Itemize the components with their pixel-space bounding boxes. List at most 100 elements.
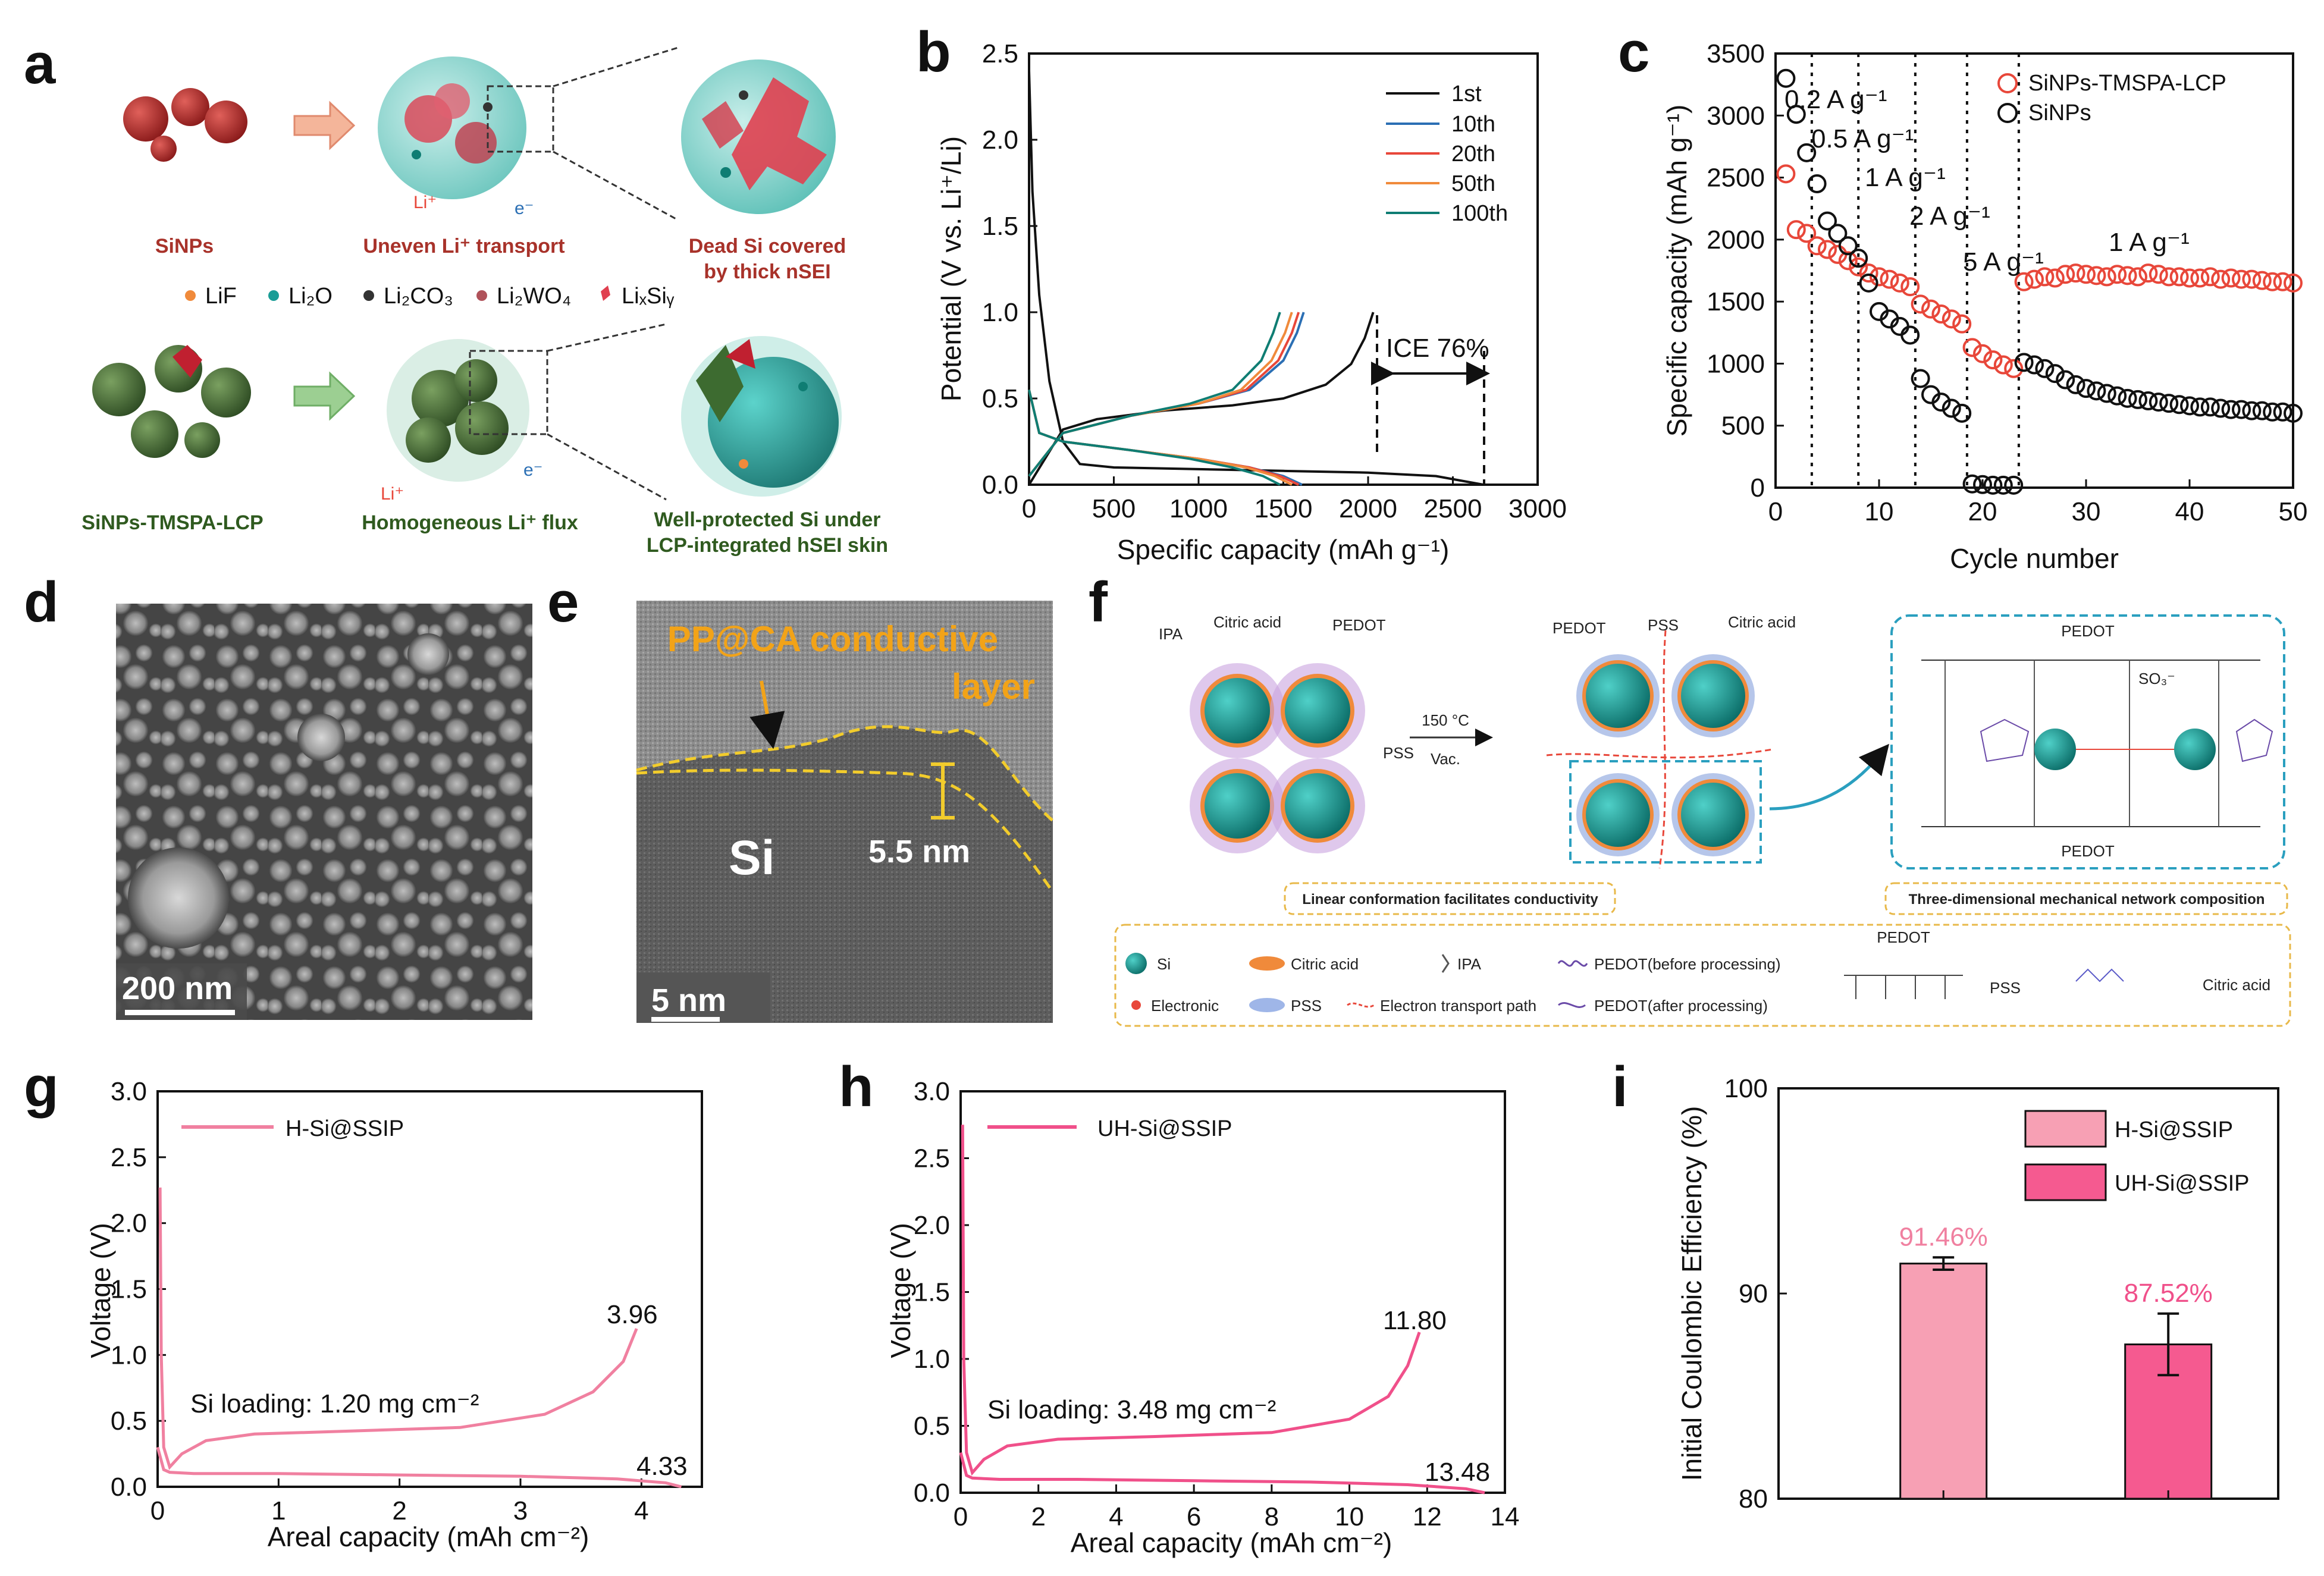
legend-pedot-after-icon <box>1558 1002 1586 1008</box>
legend-b-100th: 100th <box>1451 201 1508 226</box>
zoom-arrow-icon <box>1769 743 1890 811</box>
c-point-sinps <box>2138 391 2158 410</box>
li2wo4-dot-icon <box>476 290 487 301</box>
c-point-lcp <box>2097 267 2116 287</box>
b-ytick-label: 0.5 <box>982 384 1018 413</box>
f-legend-ipa: IPA <box>1457 955 1482 973</box>
f-citric-label: Citric acid <box>1213 613 1281 631</box>
c-ytick-label: 500 <box>1721 412 1765 441</box>
f-arrow-temp: 150 °C <box>1422 711 1469 729</box>
rate-label-0: 0.2 A g⁻¹ <box>1784 85 1887 114</box>
c-point-lcp <box>1880 269 1899 289</box>
c-point-lcp <box>2190 268 2210 288</box>
i-ytick-label: 90 <box>1739 1279 1768 1308</box>
b-ytick-label: 2.5 <box>982 39 1018 68</box>
f-legend-citric: Citric acid <box>1291 955 1359 973</box>
c-point-sinps <box>2014 353 2034 372</box>
g-xtick-label: 2 <box>392 1496 406 1525</box>
c-point-lcp <box>2211 269 2231 289</box>
legend-electronic-icon <box>1131 1000 1141 1010</box>
h-curve-UH-Si@SSIP-discharge <box>959 1452 1485 1495</box>
f-struct-pedot-bottom: PEDOT <box>2061 842 2115 860</box>
legend-citric-structure-icon <box>2075 968 2124 982</box>
panel-b-chart: 0 500 1000 1500 2000 2500 3000 0.0 0.5 1.0 1.5 2.0 2… <box>936 39 1567 565</box>
li-ion-marker-top: Li⁺ <box>413 193 437 212</box>
f-mid-pedot-label: PEDOT <box>1553 619 1606 637</box>
legend-li2wo4: Li₂WO₄ <box>497 284 571 309</box>
c-point-sinps <box>2025 355 2044 375</box>
ylabel-b: Potential (V vs. Li⁺/Li) <box>936 136 967 401</box>
b-charge-line-1st <box>1028 312 1375 486</box>
discharge-end-h: 13.48 <box>1425 1458 1490 1487</box>
h-xtick-label: 2 <box>1031 1502 1045 1531</box>
c-point-lcp <box>1911 294 1930 314</box>
c-point-lcp <box>1952 314 1972 334</box>
c-ytick-label: 1000 <box>1707 349 1765 378</box>
b-ytick-label: 0.0 <box>982 470 1018 500</box>
c-ytick-label: 3000 <box>1707 101 1765 130</box>
c-point-lcp <box>2200 267 2220 287</box>
ylabel-i: Initial Coulombic Efficiency (%) <box>1676 1106 1707 1481</box>
c-point-lcp <box>2284 273 2303 293</box>
loading-label-h: Si loading: 3.48 mg cm⁻² <box>987 1395 1276 1424</box>
rate-label-2: 1 A g⁻¹ <box>1865 163 1946 192</box>
b-xtick-label: 3000 <box>1508 494 1567 523</box>
g-ytick-label: 2.0 <box>111 1209 147 1238</box>
c-ytick-label: 2500 <box>1707 164 1765 193</box>
g-ytick-label: 0.5 <box>111 1407 147 1436</box>
c-point-sinps <box>1900 325 1920 345</box>
c-point-lcp <box>2159 267 2179 287</box>
tem-layer-label-2: layer <box>952 667 1035 707</box>
label-protected-si-2: LCP-integrated hSEI skin <box>647 534 888 557</box>
c-point-lcp <box>2056 265 2075 284</box>
c-point-lcp <box>2221 268 2241 288</box>
c-point-lcp <box>1973 344 1992 363</box>
panel-i-chart: 80 90 100 91.46% 87.52% Initial Coulombic E… <box>1676 1074 2279 1514</box>
b-xtick-label: 500 <box>1092 494 1136 523</box>
c-point-lcp <box>1859 263 1878 283</box>
polymer-network-structure-icon <box>1890 614 2285 869</box>
c-point-lcp <box>2263 272 2282 291</box>
c-point-sinps <box>1807 174 1827 193</box>
c-point-lcp <box>2242 269 2262 289</box>
tem-layer-label-1: PP@CA conductive <box>667 619 998 659</box>
legend-si-icon <box>1125 953 1147 974</box>
panel-label-d: d <box>24 570 59 634</box>
g-ytick-label: 3.0 <box>111 1077 147 1106</box>
arrow-right-green-icon <box>293 371 356 421</box>
charge-end-g: 3.96 <box>607 1300 658 1329</box>
f-struct-pedot-top: PEDOT <box>2061 622 2115 640</box>
tmspa-lcp-particles-icon <box>92 345 251 458</box>
panel-label-a: a <box>24 32 56 96</box>
panel-label-b: b <box>916 20 951 84</box>
c-point-sinps <box>2284 403 2303 423</box>
c-point-sinps <box>1786 105 1806 124</box>
c-point-lcp <box>1870 267 1889 287</box>
h-ytick-label: 2.0 <box>914 1211 950 1240</box>
f-legend-struct-citric: Citric acid <box>2203 976 2270 994</box>
discharge-end-g: 4.33 <box>636 1452 688 1481</box>
rate-label-3: 2 A g⁻¹ <box>1909 202 1990 231</box>
panel-label-f: f <box>1089 570 1108 634</box>
c-point-lcp <box>2169 267 2189 287</box>
c-point-sinps <box>2242 401 2262 420</box>
c-point-sinps <box>1942 398 1961 418</box>
c-point-lcp <box>1786 220 1806 240</box>
panel-a-legend: LiF Li₂O Li₂CO₃ Li₂WO₄ LiₓSiᵧ <box>185 284 675 309</box>
rate-label-1: 0.5 A g⁻¹ <box>1811 124 1914 153</box>
g-xtick-label: 4 <box>634 1496 648 1525</box>
c-point-sinps <box>1849 249 1868 268</box>
b-charge-line-100th <box>1028 312 1281 477</box>
legend-ipa-icon <box>1441 954 1450 973</box>
c-point-lcp <box>2252 271 2272 290</box>
c-xtick-label: 50 <box>2279 497 2308 526</box>
legend-pss-icon <box>1249 998 1285 1012</box>
panel-c-chart: 0 10 20 30 40 500500100015002000250030003500 … <box>1661 39 2307 574</box>
g-ytick-label: 2.5 <box>111 1143 147 1172</box>
tem-scale-label: 5 nm <box>651 982 726 1018</box>
c-point-sinps <box>1859 273 1878 293</box>
legend-pedot-before-icon <box>1557 960 1588 967</box>
lixsiy-shard-icon <box>601 285 610 301</box>
tem-scale-bar <box>651 1017 720 1022</box>
li-ion-marker-bottom: Li⁺ <box>381 484 404 504</box>
